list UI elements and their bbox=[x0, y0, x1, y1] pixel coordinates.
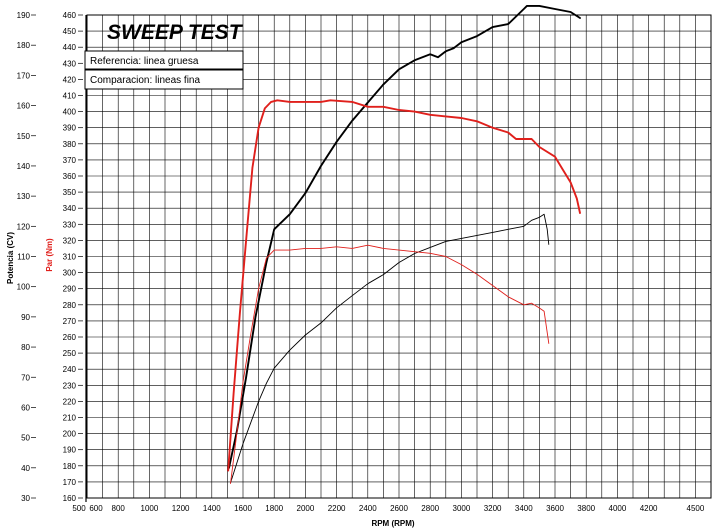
y-right-tick-label: 370 bbox=[63, 156, 77, 165]
plot-border bbox=[86, 14, 712, 499]
potencia-comparacion-line bbox=[230, 213, 550, 484]
y-right-tick-label: 340 bbox=[63, 204, 77, 213]
y-axis-left-label: Potencia (CV) bbox=[6, 232, 15, 284]
x-tick-label: 3600 bbox=[546, 504, 564, 513]
y-axis-left-ticks: 190 180 170 160 150 140 130 120 110 100 90 80 70 60 50… bbox=[17, 11, 36, 503]
x-tick-label: 1800 bbox=[265, 504, 283, 513]
par-referencia-line bbox=[227, 99, 581, 472]
y-left-tick-label: 190 bbox=[17, 11, 31, 20]
x-tick-label: 4000 bbox=[609, 504, 627, 513]
y-left-tick-label: 120 bbox=[17, 222, 31, 231]
y-right-tick-label: 180 bbox=[63, 462, 77, 471]
y-left-tick-label: 150 bbox=[17, 132, 31, 141]
y-right-tick-label: 260 bbox=[63, 333, 77, 342]
y-axis-right-ticks: 460 450 440 430 420 410 400 390 380 370 360 350 340 3… bbox=[63, 11, 83, 503]
y-left-tick-label: 70 bbox=[21, 373, 30, 382]
x-tick-label: 2800 bbox=[421, 504, 439, 513]
y-right-tick-label: 420 bbox=[63, 75, 77, 84]
y-left-tick-label: 80 bbox=[21, 343, 30, 352]
y-right-tick-label: 320 bbox=[63, 236, 77, 245]
legend-box-reference bbox=[84, 50, 244, 70]
x-tick-label: 2200 bbox=[328, 504, 346, 513]
x-tick-label: 2600 bbox=[390, 504, 408, 513]
y-right-tick-label: 240 bbox=[63, 365, 77, 374]
x-tick-label: 4200 bbox=[640, 504, 658, 513]
y-right-tick-label: 300 bbox=[63, 269, 77, 278]
y-right-tick-label: 360 bbox=[63, 172, 77, 181]
x-tick-label: 800 bbox=[112, 504, 126, 513]
y-left-tick-label: 140 bbox=[17, 162, 31, 171]
y-left-tick-label: 60 bbox=[21, 403, 30, 412]
y-right-tick-label: 280 bbox=[63, 301, 77, 310]
y-left-tick-label: 90 bbox=[21, 313, 30, 322]
y-right-tick-label: 400 bbox=[63, 108, 77, 117]
y-left-tick-label: 30 bbox=[21, 494, 30, 503]
y-right-tick-label: 460 bbox=[63, 11, 77, 20]
y-left-tick-label: 110 bbox=[17, 253, 30, 262]
y-left-tick-label: 50 bbox=[21, 434, 30, 443]
x-tick-label: 600 bbox=[89, 504, 103, 513]
y-right-tick-label: 210 bbox=[63, 414, 77, 423]
x-tick-label: 1400 bbox=[203, 504, 221, 513]
x-tick-label: 2400 bbox=[359, 504, 377, 513]
y-right-tick-label: 330 bbox=[63, 220, 77, 229]
y-right-tick-label: 200 bbox=[63, 430, 77, 439]
y-right-tick-label: 220 bbox=[63, 397, 77, 406]
y-axis-mid-label: Par (Nm) bbox=[45, 238, 54, 272]
x-tick-label: 2000 bbox=[297, 504, 315, 513]
x-tick-label: 1200 bbox=[172, 504, 190, 513]
y-left-tick-label: 130 bbox=[17, 192, 31, 201]
y-right-tick-label: 190 bbox=[63, 446, 77, 455]
y-right-tick-label: 290 bbox=[63, 285, 77, 294]
legend: Referencia: linea gruesa Comparacion: li… bbox=[84, 50, 244, 90]
y-right-tick-label: 160 bbox=[63, 494, 77, 503]
chart-title: SWEEP TEST bbox=[107, 21, 244, 44]
y-right-tick-label: 380 bbox=[63, 140, 77, 149]
y-left-tick-label: 160 bbox=[17, 102, 31, 111]
x-tick-label: 3000 bbox=[453, 504, 471, 513]
potencia-referencia-line bbox=[228, 4, 581, 469]
legend-reference: Referencia: linea gruesa bbox=[90, 56, 199, 67]
par-comparacion-line bbox=[230, 244, 550, 484]
y-right-tick-label: 170 bbox=[63, 478, 77, 487]
y-left-tick-label: 170 bbox=[17, 71, 31, 80]
legend-comparison: Comparacion: lineas fina bbox=[90, 75, 200, 86]
x-tick-label: 4500 bbox=[687, 504, 705, 513]
y-right-tick-label: 450 bbox=[63, 27, 77, 36]
x-tick-label: 1600 bbox=[234, 504, 252, 513]
y-left-tick-label: 180 bbox=[17, 41, 31, 50]
x-axis-label: RPM (RPM) bbox=[371, 519, 414, 528]
legend-box-comparison bbox=[84, 69, 244, 90]
x-tick-label: 3200 bbox=[484, 504, 502, 513]
series-group bbox=[227, 4, 581, 484]
y-left-tick-label: 40 bbox=[21, 464, 30, 473]
x-tick-label: 500 bbox=[72, 504, 86, 513]
x-axis-ticks: 500 600 800 1000 1200 1400 1600 1800 2000 2200 240… bbox=[72, 504, 705, 513]
y-right-tick-label: 430 bbox=[63, 59, 77, 68]
x-tick-label: 1000 bbox=[141, 504, 159, 513]
plot-frame bbox=[85, 14, 712, 502]
y-right-tick-label: 350 bbox=[63, 188, 77, 197]
y-right-tick-label: 410 bbox=[63, 92, 77, 101]
y-right-tick-label: 270 bbox=[63, 317, 77, 326]
x-tick-label: 3400 bbox=[515, 504, 533, 513]
y-right-tick-label: 390 bbox=[63, 124, 77, 133]
y-left-tick-label: 100 bbox=[17, 283, 31, 292]
y-right-tick-label: 230 bbox=[63, 381, 77, 390]
y-right-tick-label: 250 bbox=[63, 349, 77, 358]
y-right-tick-label: 440 bbox=[63, 43, 77, 52]
x-tick-label: 3800 bbox=[577, 504, 595, 513]
y-right-tick-label: 310 bbox=[63, 253, 77, 262]
